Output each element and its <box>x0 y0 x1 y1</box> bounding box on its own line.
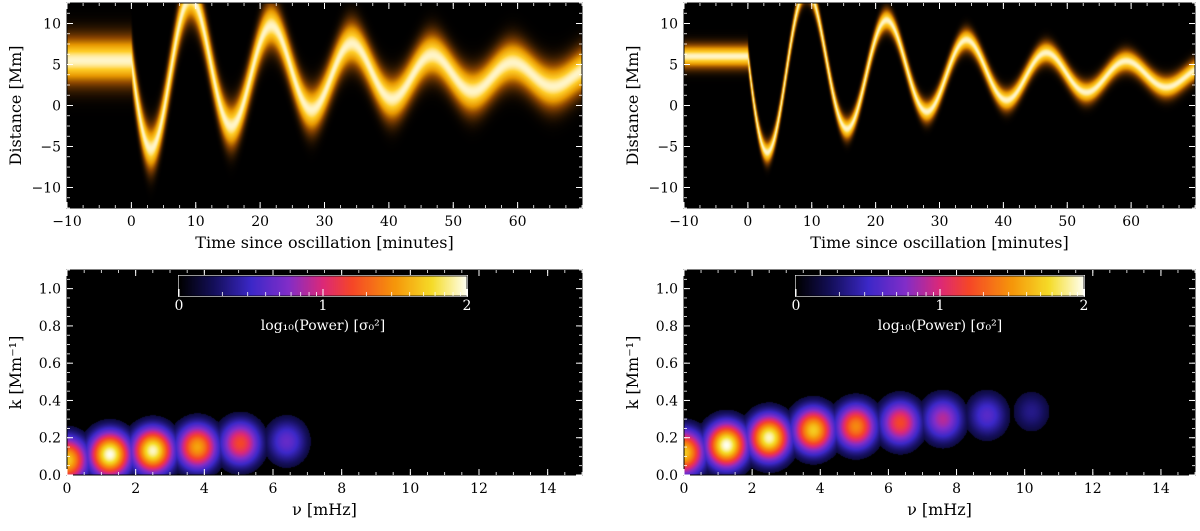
x-tick-label: 20 <box>867 214 885 230</box>
time-distance-panel: −10 0 10 20 30 40 50 60 −10 −5 0 5 10 Time since osci… <box>6 2 583 252</box>
y-tick-label: 0.6 <box>656 356 678 372</box>
x-axis-label: ν [mHz] <box>907 500 972 519</box>
x-tick-label: 8 <box>337 481 346 497</box>
power-spectrum-panel: 0 2 4 6 8 10 12 140.00.20.40.60.81.0ν [mHz]k [M… <box>623 269 1196 519</box>
power-heatmap <box>684 270 1195 475</box>
x-tick-label: 6 <box>269 481 278 497</box>
time-distance-panel: −10 0 10 20 30 40 50 60 −10 −5 0 5 10 Time since osci… <box>623 2 1196 252</box>
x-tick-label: 10 <box>401 481 419 497</box>
axes: 0 2 4 6 8 10 12 140.00.20.40.60.81.0ν [mHz]k [M… <box>623 269 1196 519</box>
x-tick-label: 0 <box>127 214 136 230</box>
colorbar-tick-label: 2 <box>463 298 472 314</box>
colorbar-tick-label: 0 <box>175 298 184 314</box>
y-tick-label: 1.0 <box>656 282 678 298</box>
x-tick-label: 60 <box>1122 214 1140 230</box>
y-tick-label: 0.2 <box>656 431 678 447</box>
x-tick-label: 0 <box>680 481 689 497</box>
axes: −10 0 10 20 30 40 50 60 −10 −5 0 5 10 Time since osci… <box>623 2 1196 252</box>
colorbar-tick-label: 0 <box>792 298 801 314</box>
y-tick-label: −10 <box>31 181 61 197</box>
power-heatmap <box>67 270 582 475</box>
colorbar-label: log₁₀(Power) [σ₀²] <box>878 318 1002 334</box>
y-tick-label: 10 <box>660 17 678 33</box>
x-tick-label: 40 <box>994 214 1012 230</box>
y-tick-label: −10 <box>648 181 678 197</box>
y-tick-label: 0.0 <box>656 468 678 484</box>
y-tick-label: 0.8 <box>39 319 61 335</box>
x-tick-label: 10 <box>1016 481 1034 497</box>
y-tick-label: 0 <box>669 99 678 115</box>
colorbar-gradient <box>796 276 1084 296</box>
colorbar: 0 1 2 log₁₀(Power) [σ₀²] <box>792 275 1089 334</box>
x-tick-label: 0 <box>63 481 72 497</box>
x-tick-label: 30 <box>316 214 334 230</box>
y-tick-label: 5 <box>52 58 61 74</box>
oscillation-heatmap <box>67 3 582 208</box>
colorbar-label: log₁₀(Power) [σ₀²] <box>261 318 385 334</box>
x-tick-label: 14 <box>1152 481 1170 497</box>
y-tick-label: 0.0 <box>39 468 61 484</box>
x-axis-label: ν [mHz] <box>292 500 357 519</box>
x-tick-label: 8 <box>952 481 961 497</box>
x-tick-label: 14 <box>539 481 557 497</box>
x-tick-label: −10 <box>669 214 699 230</box>
x-tick-label: −10 <box>52 214 82 230</box>
x-tick-label: 12 <box>470 481 488 497</box>
x-tick-label: 30 <box>931 214 949 230</box>
y-tick-label: −5 <box>40 140 61 156</box>
x-tick-label: 12 <box>1084 481 1102 497</box>
y-tick-label: 5 <box>669 58 678 74</box>
x-tick-label: 6 <box>884 481 893 497</box>
y-tick-label: −5 <box>657 140 678 156</box>
x-tick-label: 2 <box>131 481 140 497</box>
x-tick-label: 4 <box>816 481 825 497</box>
y-axis-label: k [Mm⁻¹] <box>6 336 25 410</box>
x-axis-label: Time since oscillation [minutes] <box>195 233 453 252</box>
axes: 0 2 4 6 8 10 12 140.00.20.40.60.81.0ν [mHz]k [M… <box>6 269 583 519</box>
x-tick-label: 60 <box>509 214 527 230</box>
x-tick-label: 10 <box>803 214 821 230</box>
colorbar-gradient <box>179 276 467 296</box>
y-axis-label: k [Mm⁻¹] <box>623 336 642 410</box>
x-tick-label: 20 <box>251 214 269 230</box>
x-tick-label: 10 <box>187 214 205 230</box>
colorbar-tick-label: 1 <box>319 298 328 314</box>
colorbar: 0 1 2 log₁₀(Power) [σ₀²] <box>175 275 472 334</box>
y-axis-label: Distance [Mm] <box>623 46 642 166</box>
y-tick-label: 0.2 <box>39 431 61 447</box>
x-tick-label: 50 <box>1058 214 1076 230</box>
x-tick-label: 40 <box>380 214 398 230</box>
power-spectrum-panel: 0 2 4 6 8 10 12 140.00.20.40.60.81.0ν [mHz]k [M… <box>6 269 583 519</box>
y-axis-label: Distance [Mm] <box>6 46 25 166</box>
y-tick-label: 0.4 <box>656 393 678 409</box>
y-tick-label: 0.6 <box>39 356 61 372</box>
colorbar-tick-label: 2 <box>1080 298 1089 314</box>
y-tick-label: 1.0 <box>39 282 61 298</box>
x-axis-label: Time since oscillation [minutes] <box>810 233 1068 252</box>
y-tick-label: 0.8 <box>656 319 678 335</box>
colorbar-tick-label: 1 <box>936 298 945 314</box>
x-tick-label: 4 <box>200 481 209 497</box>
y-tick-label: 10 <box>43 17 61 33</box>
x-tick-label: 2 <box>748 481 757 497</box>
oscillation-heatmap <box>684 3 1195 208</box>
axes: −10 0 10 20 30 40 50 60 −10 −5 0 5 10 Time since osci… <box>6 2 583 252</box>
y-tick-label: 0.4 <box>39 393 61 409</box>
x-tick-label: 50 <box>444 214 462 230</box>
x-tick-label: 0 <box>743 214 752 230</box>
y-tick-label: 0 <box>52 99 61 115</box>
